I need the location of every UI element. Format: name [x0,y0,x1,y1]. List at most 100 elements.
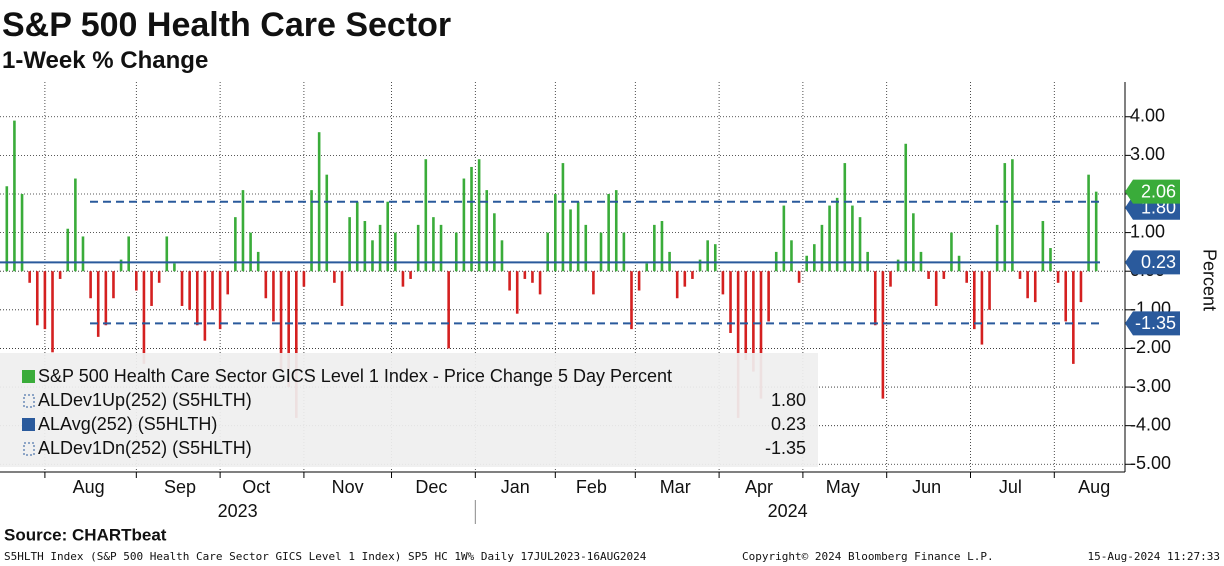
bar [797,271,801,283]
x-tick-label: Dec [415,477,447,497]
bar [546,232,549,272]
bar [409,271,412,279]
bar [89,271,92,299]
bar [569,209,572,272]
bar [5,186,9,272]
legend-value: -1.35 [765,438,806,458]
bar [660,221,664,272]
bar [20,193,24,272]
bar [325,174,329,272]
bar [759,271,763,399]
bar [767,271,770,322]
bar [226,271,230,295]
y-axis-label: Percent [1199,249,1219,311]
bar [889,271,892,287]
bar [493,213,496,272]
legend-value: 1.80 [771,390,806,410]
bar [561,163,565,272]
y-tick-label: 4.00 [1130,106,1165,126]
bar [645,263,649,272]
bar [348,217,351,272]
bar [965,271,968,283]
bar [675,271,679,299]
bar [264,271,268,299]
bar [752,271,755,372]
year-label: 2023 [218,501,258,521]
bar [851,205,854,272]
bar [439,224,443,272]
x-tick-label: Jul [999,477,1022,497]
bar [683,271,687,287]
bar [835,197,839,272]
year-label: 2024 [768,501,808,521]
bar [614,190,618,272]
bar [912,213,915,272]
bar [386,201,390,272]
bar [66,228,70,272]
bar [1033,271,1037,303]
bar [973,271,976,330]
bar [241,190,245,272]
bar [881,271,885,399]
bar [744,271,748,361]
bar [127,236,130,272]
bar [988,271,991,310]
bar [607,193,610,272]
legend-swatch [23,394,35,408]
bar [394,232,397,272]
bar [180,271,184,306]
bar [1049,248,1052,272]
bar [279,271,283,372]
bar [653,224,656,272]
bar [721,271,725,295]
bar [980,271,984,345]
x-tick-label: Apr [745,477,773,497]
bar [805,255,809,272]
bar [1087,174,1090,272]
bar [424,159,428,272]
bar [630,271,633,330]
bar [1003,163,1007,272]
bar [340,271,344,306]
bar [896,259,900,272]
bar [843,163,847,272]
chart-subtitle: 1-Week % Change [2,47,208,74]
bar [736,271,740,418]
legend-label: S&P 500 Health Care Sector GICS Level 1 … [38,366,672,386]
bar [35,271,39,326]
x-tick-label: Mar [660,477,691,497]
y-tick-label: -2.00 [1130,337,1171,357]
y-tick-label: -5.00 [1130,453,1171,473]
bar [957,255,961,272]
footer-description: S5HLTH Index (S&P 500 Health Care Sector… [4,550,647,563]
bar [813,244,816,272]
timestamp: 15-Aug-2024 11:27:33 [1088,550,1220,563]
x-tick-label: Feb [576,477,607,497]
bar [531,271,534,283]
bar [363,221,367,272]
last-value-tag-box [1125,179,1180,204]
legend-swatch [22,418,35,431]
bar [1026,271,1029,299]
bar [1079,271,1083,303]
bar [333,271,336,283]
bar [1041,221,1045,272]
bar [317,132,321,272]
bar [523,271,527,279]
reference-tag: 0.23 [1141,252,1176,272]
bar [1072,271,1075,364]
y-tick-label: 1.00 [1130,221,1165,241]
bar [355,201,359,272]
bar [104,271,108,326]
y-tick-label: -3.00 [1130,376,1171,396]
bar [81,236,85,272]
bar [873,271,877,326]
bar [599,232,603,272]
bar [74,178,77,272]
bar [119,259,123,272]
chart-title: S&P 500 Health Care Sector [2,6,451,44]
bar [218,271,222,330]
bar [234,217,237,272]
bar [454,232,458,272]
